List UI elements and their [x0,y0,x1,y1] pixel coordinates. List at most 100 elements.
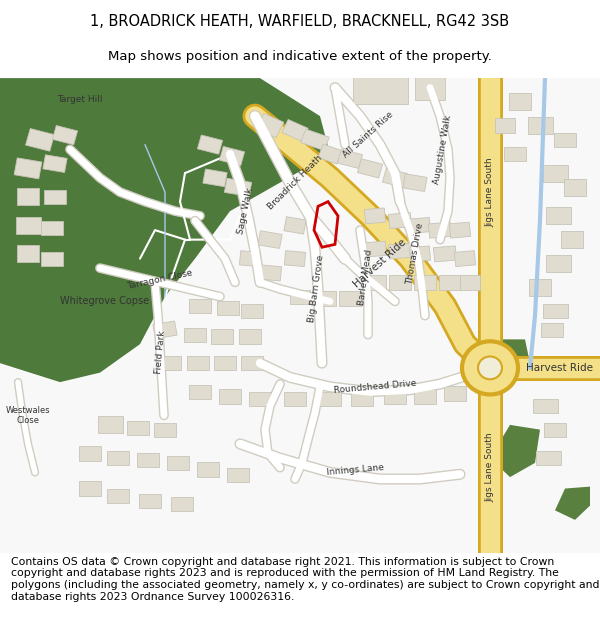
Bar [541,322,563,337]
Bar [509,93,531,111]
Circle shape [462,341,518,394]
Text: Jigs Lane South: Jigs Lane South [485,158,494,227]
Text: Harvest Ride: Harvest Ride [352,238,408,289]
Bar [249,392,271,406]
Bar [41,221,63,236]
Bar [449,222,470,238]
Bar [545,208,571,224]
Bar [527,117,553,134]
Bar [554,132,576,147]
Bar [389,275,411,289]
Bar [388,243,412,259]
Bar [203,169,227,187]
Bar [197,462,219,477]
Bar [504,147,526,161]
Bar [153,321,177,339]
Bar [214,356,236,370]
Bar [211,329,233,344]
Bar [439,275,461,289]
Text: Thomas Drive: Thomas Drive [405,222,425,286]
Text: All Saints Rise: All Saints Rise [341,111,395,160]
Bar [290,289,310,304]
Circle shape [478,356,502,379]
Bar [217,301,239,315]
Bar [314,291,336,306]
Bar [79,446,101,461]
Bar [351,392,373,406]
Bar [239,251,260,266]
Polygon shape [480,339,530,377]
Polygon shape [0,78,600,553]
Bar [403,174,427,191]
Bar [382,168,407,187]
Bar [444,386,466,401]
Bar [107,489,129,503]
Bar [107,451,129,465]
Bar [16,217,41,234]
Bar [44,190,66,204]
Bar [17,188,39,206]
Bar [542,304,568,318]
Bar [337,149,362,169]
Bar [409,246,431,262]
Bar [224,178,251,196]
Text: Contains OS data © Crown copyright and database right 2021. This information is : Contains OS data © Crown copyright and d… [11,557,599,601]
Bar [415,76,445,99]
Bar [189,384,211,399]
Bar [159,356,181,370]
Text: Sage Walk: Sage Walk [236,187,254,235]
Bar [428,222,452,238]
Text: Augustine Walk: Augustine Walk [433,114,454,184]
Text: Map shows position and indicative extent of the property.: Map shows position and indicative extent… [108,50,492,62]
Bar [533,399,557,413]
Bar [301,129,329,151]
Bar [52,126,77,145]
Text: Harvest Ride: Harvest Ride [527,363,593,373]
Bar [318,144,342,164]
Text: Big Barn Grove: Big Barn Grove [307,254,325,324]
Text: Broadrick Heath: Broadrick Heath [266,154,324,212]
Bar [259,265,281,281]
Bar [433,246,457,262]
Bar [79,481,101,496]
Bar [561,231,583,248]
Bar [364,241,386,257]
Bar [137,453,159,467]
Bar [167,456,189,470]
Bar [187,356,209,370]
Bar [409,217,431,233]
Bar [17,246,39,262]
Bar [364,275,386,289]
Text: Target Hill: Target Hill [57,94,103,104]
Bar [358,159,383,178]
Bar [495,119,515,132]
Bar [353,71,407,104]
Bar [41,251,63,266]
Polygon shape [490,425,540,477]
Text: Whitegrove Copse: Whitegrove Copse [61,296,149,306]
Bar [97,416,122,433]
Bar [454,251,476,266]
Text: Innings Lane: Innings Lane [326,462,384,476]
Bar [26,129,55,151]
Bar [139,494,161,508]
Bar [384,389,406,404]
Bar [319,392,341,406]
Text: Jigs Lane South: Jigs Lane South [485,432,494,502]
Bar [197,135,223,154]
Text: Roundshead Drive: Roundshead Drive [333,379,417,395]
Text: 1, BROADRICK HEATH, WARFIELD, BRACKNELL, RG42 3SB: 1, BROADRICK HEATH, WARFIELD, BRACKNELL,… [91,14,509,29]
Bar [43,155,67,172]
Bar [388,213,412,229]
Polygon shape [555,487,590,520]
Text: Field Park: Field Park [154,329,166,374]
Bar [127,421,149,435]
Bar [219,389,241,404]
Bar [529,279,551,296]
Bar [189,299,211,313]
Bar [256,114,284,138]
Bar [284,251,305,266]
Text: Westwales
Close: Westwales Close [5,406,50,425]
Bar [239,329,261,344]
Bar [536,451,560,465]
